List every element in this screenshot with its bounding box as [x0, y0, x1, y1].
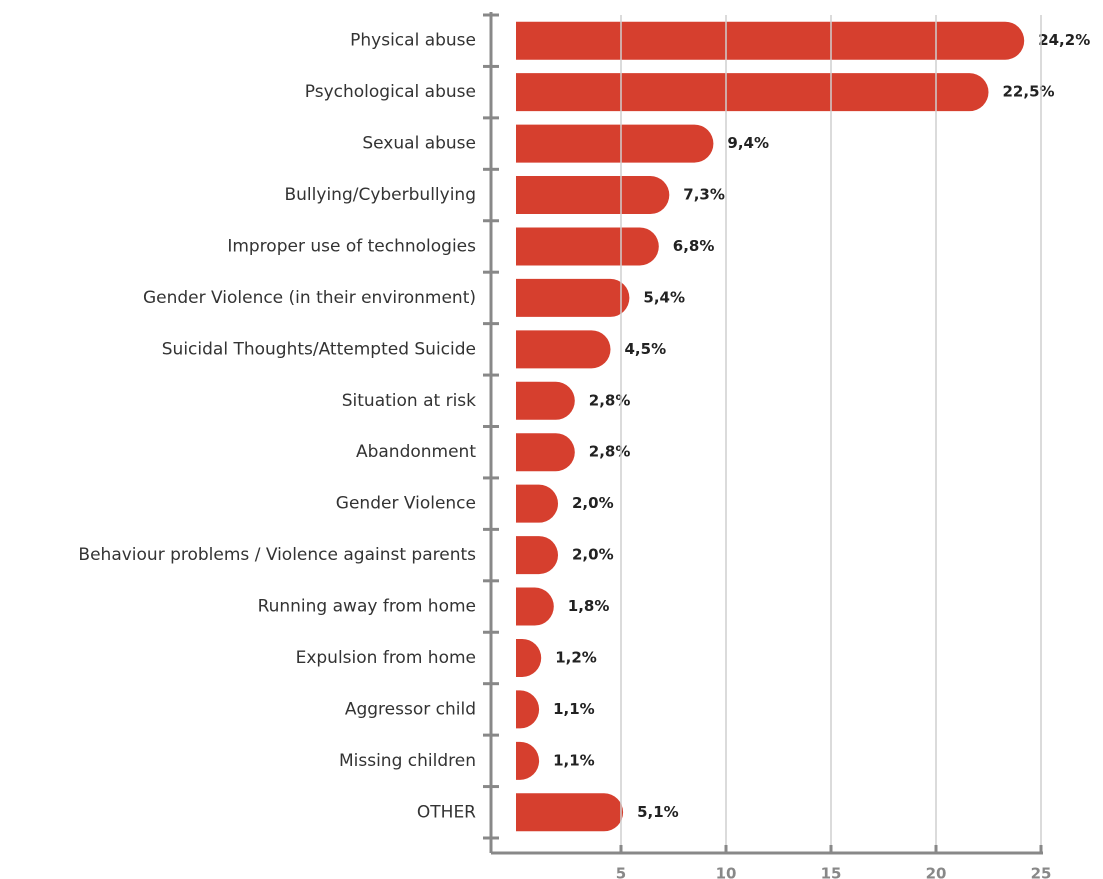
- x-tick-label: 15: [821, 865, 842, 879]
- value-label: 2,0%: [572, 546, 614, 564]
- bar: [516, 536, 558, 575]
- value-label: 6,8%: [673, 237, 715, 255]
- bar: [516, 227, 659, 266]
- value-label: 2,8%: [589, 443, 631, 461]
- value-label: 24,2%: [1038, 31, 1090, 49]
- category-label: Expulsion from home: [296, 648, 476, 668]
- x-tick-label: 10: [716, 865, 737, 879]
- x-tick-label: 25: [1031, 865, 1052, 879]
- category-label: Psychological abuse: [305, 82, 476, 102]
- bar: [516, 124, 714, 163]
- x-tick-label: 5: [616, 865, 626, 879]
- category-label: Behaviour problems / Violence against pa…: [78, 545, 476, 565]
- bar: [516, 381, 575, 420]
- value-label: 2,0%: [572, 494, 614, 512]
- bar: [516, 433, 575, 472]
- category-label: Sexual abuse: [362, 134, 476, 154]
- bar: [516, 21, 1025, 60]
- category-label: Gender Violence (in their environment): [143, 288, 476, 308]
- bar: [516, 638, 542, 677]
- category-label: Gender Violence: [336, 494, 476, 514]
- value-label: 5,1%: [637, 803, 679, 821]
- category-label: OTHER: [417, 802, 476, 822]
- bar: [516, 176, 670, 215]
- category-label: Improper use of technologies: [227, 236, 476, 256]
- value-label: 4,5%: [625, 340, 667, 358]
- bar: [516, 587, 554, 626]
- category-label: Situation at risk: [342, 391, 476, 411]
- bar: [516, 330, 611, 369]
- category-label: Bullying/Cyberbullying: [285, 185, 477, 205]
- x-tick-label: 20: [926, 865, 947, 879]
- bar: [516, 278, 630, 317]
- value-label: 9,4%: [727, 134, 769, 152]
- category-label: Suicidal Thoughts/Attempted Suicide: [162, 339, 476, 359]
- value-label: 5,4%: [643, 288, 685, 306]
- value-label: 22,5%: [1003, 83, 1055, 101]
- bar: [516, 690, 540, 729]
- bar: [516, 73, 989, 112]
- value-label: 1,8%: [568, 597, 610, 615]
- category-label: Running away from home: [258, 597, 476, 617]
- bar: [516, 793, 624, 832]
- value-label: 2,8%: [589, 391, 631, 409]
- value-label: 1,1%: [553, 751, 595, 769]
- category-label: Physical abuse: [350, 31, 476, 51]
- value-label: 1,2%: [555, 648, 597, 666]
- category-label: Missing children: [339, 751, 476, 771]
- value-label: 1,1%: [553, 700, 595, 718]
- value-label: 7,3%: [683, 186, 725, 204]
- bar: [516, 484, 558, 523]
- category-label: Aggressor child: [345, 699, 476, 719]
- category-label: Abandonment: [356, 442, 476, 462]
- bar: [516, 741, 540, 780]
